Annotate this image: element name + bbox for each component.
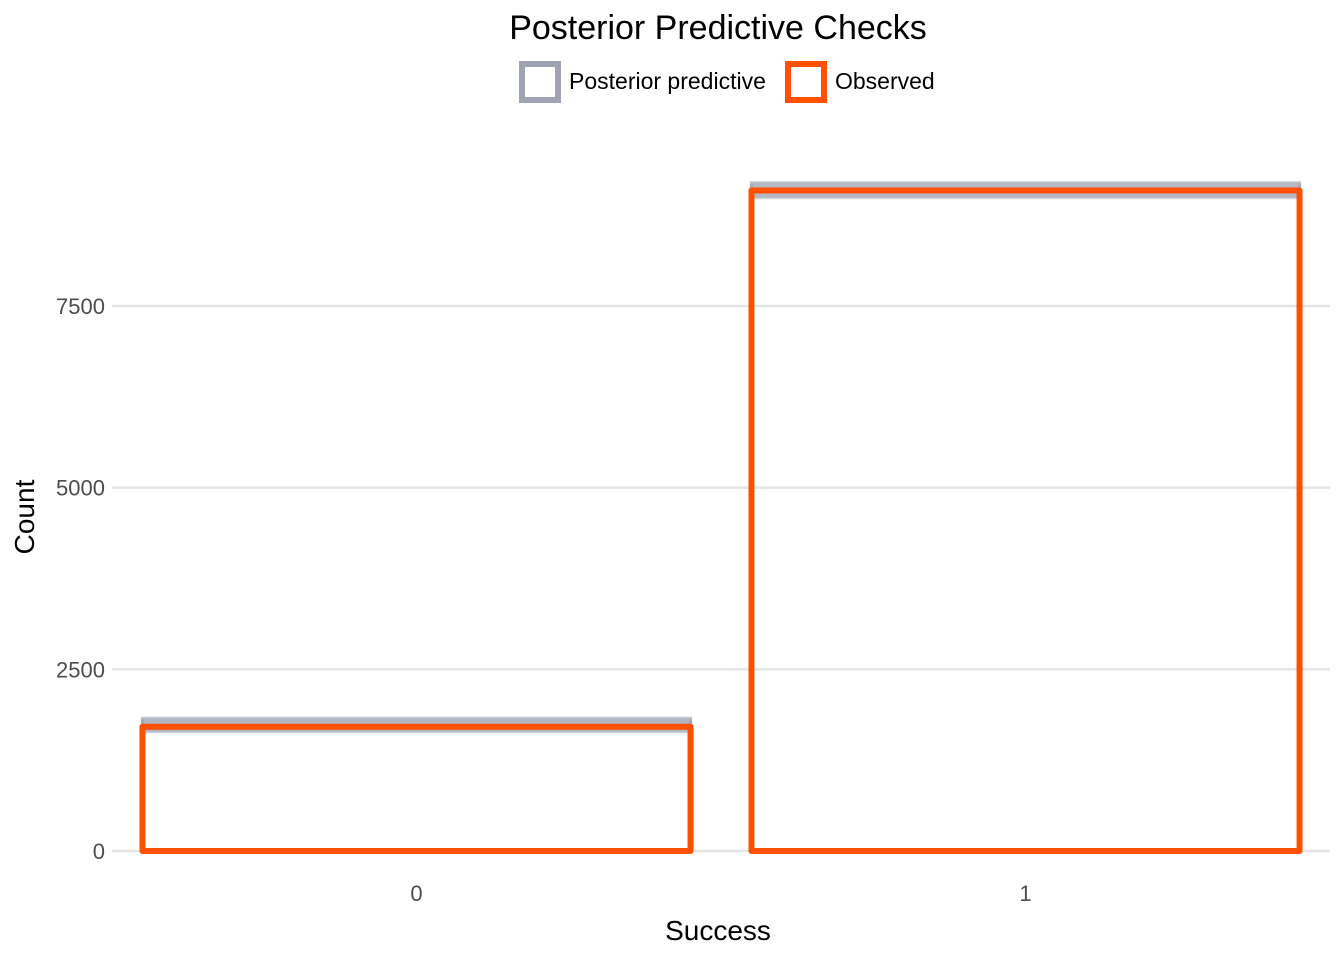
posterior-draw-0-13 bbox=[140, 716, 693, 853]
legend-label-observed: Observed bbox=[835, 68, 935, 94]
y-axis-ticks: 0 2500 5000 7500 bbox=[56, 294, 105, 864]
posterior-draw-1-6 bbox=[749, 189, 1302, 853]
y-tick-label-2500: 2500 bbox=[56, 657, 105, 682]
posterior-predictive-bar-1 bbox=[749, 180, 1302, 853]
posterior-draw-1-11 bbox=[749, 183, 1302, 853]
posterior-draw-0-0 bbox=[140, 730, 693, 853]
observed-bar-0 bbox=[139, 723, 694, 854]
y-tick-label-7500: 7500 bbox=[56, 294, 105, 319]
posterior-draw-1-0 bbox=[749, 196, 1302, 853]
posterior-draw-0-5 bbox=[140, 725, 693, 853]
legend: Posterior predictive Observed bbox=[519, 61, 935, 103]
posterior-draw-1-7 bbox=[749, 188, 1302, 853]
y-tick-label-0: 0 bbox=[93, 839, 105, 864]
posterior-draw-0-3 bbox=[140, 727, 693, 853]
legend-item-observed: Observed bbox=[785, 61, 935, 103]
posterior-draw-0-2 bbox=[140, 728, 693, 853]
x-axis-title: Success bbox=[665, 915, 771, 946]
y-tick-label-5000: 5000 bbox=[56, 476, 105, 501]
posterior-draw-1-13 bbox=[749, 180, 1302, 853]
posterior-draw-1-5 bbox=[749, 190, 1302, 853]
posterior-draw-1-12 bbox=[749, 182, 1302, 853]
posterior-draw-0-12 bbox=[140, 717, 693, 853]
posterior-draw-1-1 bbox=[749, 195, 1302, 853]
legend-swatch-observed bbox=[785, 61, 827, 103]
gridlines bbox=[112, 304, 1330, 853]
posterior-draw-0-10 bbox=[140, 719, 693, 853]
posterior-draw-1-4 bbox=[749, 191, 1302, 853]
posterior-draw-1-9 bbox=[749, 185, 1302, 853]
posterior-draw-1-3 bbox=[749, 192, 1302, 853]
y-axis-title: Count bbox=[9, 479, 40, 554]
posterior-draw-0-1 bbox=[140, 729, 693, 853]
bars bbox=[139, 180, 1303, 854]
posterior-draw-0-6 bbox=[140, 723, 693, 853]
legend-label-posterior-predictive: Posterior predictive bbox=[569, 68, 766, 94]
observed-bar-1 bbox=[748, 187, 1303, 854]
posterior-draw-0-4 bbox=[140, 726, 693, 853]
legend-item-posterior-predictive: Posterior predictive bbox=[519, 61, 766, 103]
legend-swatch-posterior-predictive bbox=[519, 61, 561, 103]
chart-title: Posterior Predictive Checks bbox=[509, 9, 927, 47]
posterior-draw-0-9 bbox=[140, 720, 693, 853]
posterior-predictive-bar-0 bbox=[140, 716, 693, 853]
posterior-draw-1-10 bbox=[749, 184, 1302, 853]
posterior-draw-1-2 bbox=[749, 193, 1302, 853]
posterior-draw-1-8 bbox=[749, 186, 1302, 853]
posterior-draw-0-11 bbox=[140, 718, 693, 853]
x-tick-label-1: 1 bbox=[1019, 881, 1031, 906]
posterior-draw-0-7 bbox=[140, 722, 693, 853]
posterior-draw-0-8 bbox=[140, 721, 693, 853]
x-tick-label-0: 0 bbox=[410, 881, 422, 906]
